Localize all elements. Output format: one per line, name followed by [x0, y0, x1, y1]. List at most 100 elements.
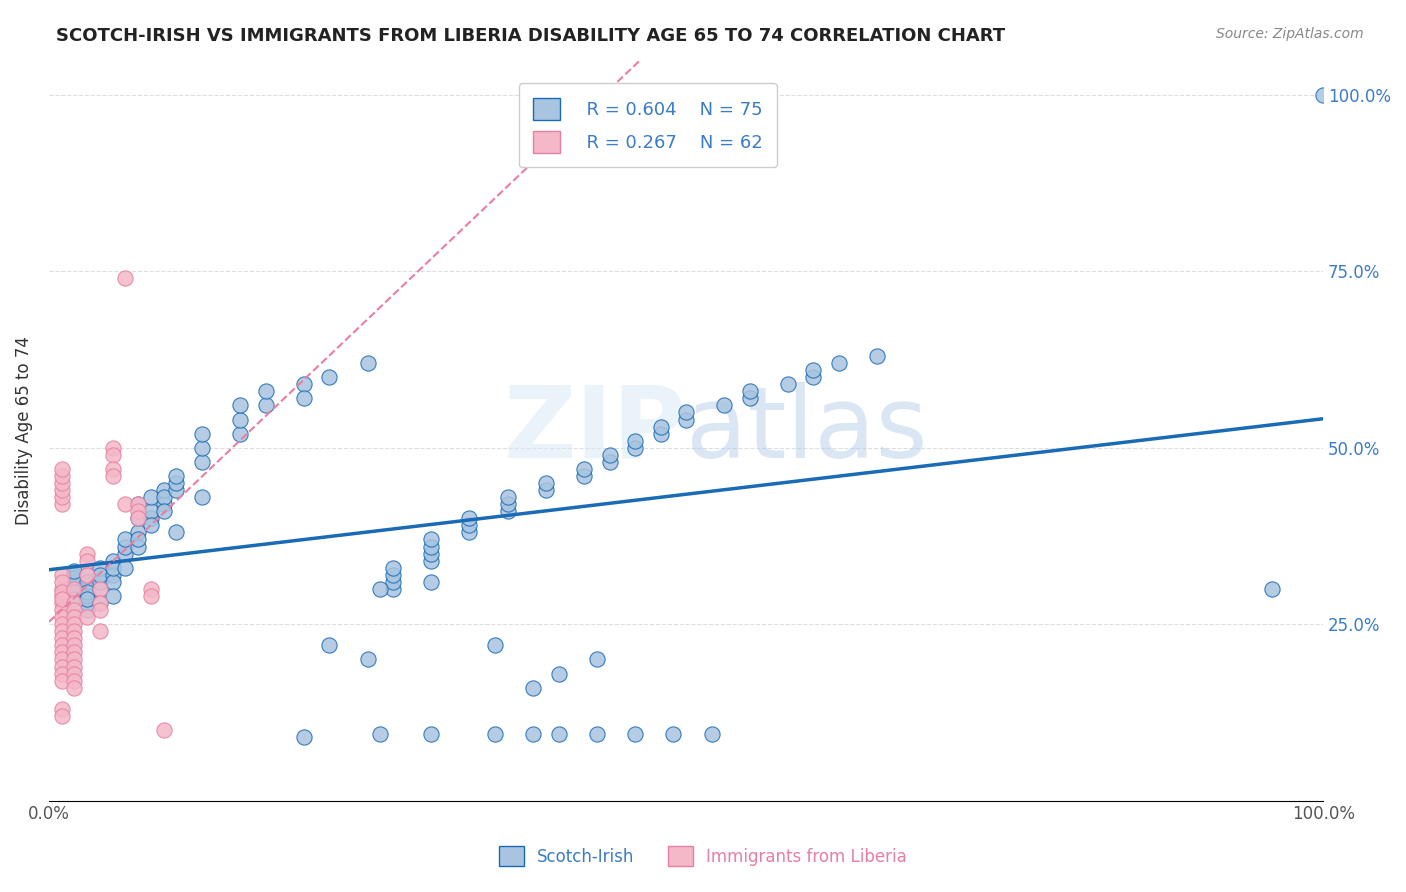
Y-axis label: Disability Age 65 to 74: Disability Age 65 to 74 — [15, 335, 32, 524]
Point — [63, 645, 86, 659]
Point — [127, 511, 149, 525]
Point — [152, 504, 174, 518]
Point — [63, 638, 86, 652]
Point — [63, 585, 86, 599]
Point — [828, 356, 851, 370]
Point — [1261, 582, 1284, 596]
Point — [127, 497, 149, 511]
Point — [101, 574, 124, 589]
Point — [114, 497, 136, 511]
Point — [101, 560, 124, 574]
Point — [114, 560, 136, 574]
Point — [63, 582, 86, 596]
Point — [101, 462, 124, 476]
Point — [318, 370, 340, 384]
Point — [254, 398, 277, 412]
Point — [63, 632, 86, 646]
Point — [63, 589, 86, 603]
Point — [76, 567, 98, 582]
Point — [368, 582, 391, 596]
Point — [101, 469, 124, 483]
Point — [51, 483, 73, 497]
Point — [76, 603, 98, 617]
Point — [139, 518, 162, 533]
Point — [51, 652, 73, 666]
Point — [522, 726, 544, 740]
Point — [51, 585, 73, 599]
Point — [51, 469, 73, 483]
Point — [572, 462, 595, 476]
Point — [382, 582, 405, 596]
Point — [650, 426, 672, 441]
Point — [51, 582, 73, 596]
Point — [866, 349, 889, 363]
Point — [51, 638, 73, 652]
Point — [101, 441, 124, 455]
Point — [624, 726, 647, 740]
Point — [76, 574, 98, 589]
Point — [51, 574, 73, 589]
Point — [292, 377, 315, 392]
Point — [420, 726, 443, 740]
Point — [599, 455, 621, 469]
Point — [458, 511, 481, 525]
Point — [63, 652, 86, 666]
Legend:   R = 0.604    N = 75,   R = 0.267    N = 62: R = 0.604 N = 75, R = 0.267 N = 62 — [519, 84, 778, 167]
Point — [63, 617, 86, 632]
Point — [89, 596, 111, 610]
Point — [127, 497, 149, 511]
Point — [165, 525, 187, 540]
Point — [89, 596, 111, 610]
Point — [63, 574, 86, 589]
Point — [76, 592, 98, 607]
Point — [420, 574, 443, 589]
Point — [76, 610, 98, 624]
Point — [51, 624, 73, 639]
Text: Source: ZipAtlas.com: Source: ZipAtlas.com — [1216, 27, 1364, 41]
Point — [51, 645, 73, 659]
Point — [76, 567, 98, 582]
Point — [114, 271, 136, 285]
Point — [292, 392, 315, 406]
Point — [89, 582, 111, 596]
Point — [76, 582, 98, 596]
Point — [382, 560, 405, 574]
Point — [63, 596, 86, 610]
Point — [572, 469, 595, 483]
Point — [420, 540, 443, 554]
Point — [152, 723, 174, 737]
Point — [624, 441, 647, 455]
Point — [713, 398, 735, 412]
Point — [89, 567, 111, 582]
Point — [76, 554, 98, 568]
Point — [675, 412, 697, 426]
Point — [1312, 87, 1334, 102]
Point — [63, 564, 86, 578]
Point — [738, 384, 761, 399]
Point — [152, 497, 174, 511]
Point — [547, 666, 569, 681]
Point — [127, 504, 149, 518]
Point — [127, 540, 149, 554]
Text: SCOTCH-IRISH VS IMMIGRANTS FROM LIBERIA DISABILITY AGE 65 TO 74 CORRELATION CHAR: SCOTCH-IRISH VS IMMIGRANTS FROM LIBERIA … — [56, 27, 1005, 45]
Point — [89, 582, 111, 596]
Point — [803, 363, 825, 377]
Point — [496, 490, 519, 504]
Point — [382, 567, 405, 582]
Point — [675, 405, 697, 419]
Point — [51, 666, 73, 681]
Point — [586, 652, 609, 666]
Point — [229, 398, 252, 412]
Point — [63, 624, 86, 639]
Point — [496, 497, 519, 511]
Point — [51, 603, 73, 617]
Point — [254, 384, 277, 399]
Point — [63, 603, 86, 617]
Point — [51, 617, 73, 632]
Point — [76, 547, 98, 561]
Point — [76, 585, 98, 599]
Point — [63, 571, 86, 585]
Point — [318, 638, 340, 652]
Point — [803, 370, 825, 384]
Point — [89, 574, 111, 589]
